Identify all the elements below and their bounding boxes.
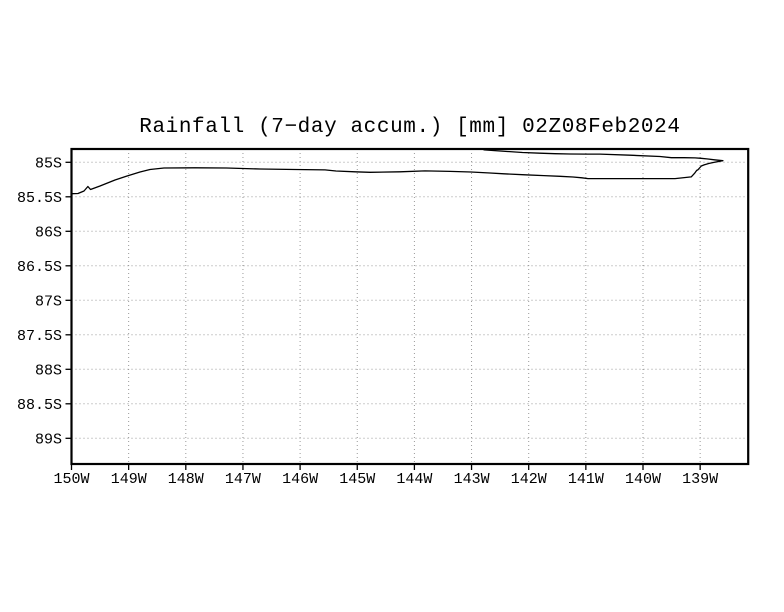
svg-text:142W: 142W: [511, 471, 547, 488]
svg-text:85.5S: 85.5S: [17, 190, 62, 207]
svg-text:88S: 88S: [35, 362, 62, 379]
svg-text:86S: 86S: [35, 224, 62, 241]
svg-text:141W: 141W: [568, 471, 604, 488]
svg-text:87S: 87S: [35, 293, 62, 310]
svg-text:145W: 145W: [339, 471, 375, 488]
svg-text:87.5S: 87.5S: [17, 328, 62, 345]
svg-text:144W: 144W: [396, 471, 432, 488]
svg-text:147W: 147W: [225, 471, 261, 488]
svg-text:140W: 140W: [625, 471, 661, 488]
svg-text:143W: 143W: [454, 471, 490, 488]
svg-text:88.5S: 88.5S: [17, 397, 62, 414]
svg-text:85S: 85S: [35, 155, 62, 172]
svg-text:150W: 150W: [53, 471, 89, 488]
svg-text:149W: 149W: [111, 471, 147, 488]
svg-text:139W: 139W: [682, 471, 718, 488]
svg-text:Rainfall (7−day accum.) [mm] 0: Rainfall (7−day accum.) [mm] 02Z08Feb202…: [139, 116, 680, 139]
svg-text:89S: 89S: [35, 431, 62, 448]
svg-text:86.5S: 86.5S: [17, 259, 62, 276]
svg-text:148W: 148W: [168, 471, 204, 488]
svg-text:146W: 146W: [282, 471, 318, 488]
